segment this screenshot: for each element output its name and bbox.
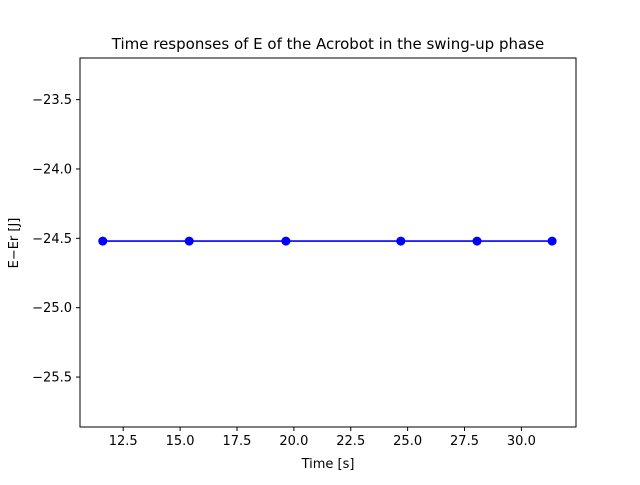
x-axis-label: Time [s]: [301, 457, 355, 472]
plot-frame: [79, 57, 577, 428]
data-point: [98, 236, 108, 246]
plot-series: [98, 236, 557, 246]
data-point: [547, 236, 557, 246]
y-tick-label: −23.5: [32, 93, 72, 108]
data-point: [281, 236, 291, 246]
x-tick-label: 15.0: [166, 434, 195, 449]
y-tick-label: −25.0: [32, 301, 72, 316]
x-tick-label: 12.5: [109, 434, 138, 449]
x-tick-label: 25.0: [393, 434, 422, 449]
x-tick-label: 22.5: [336, 434, 365, 449]
x-tick-label: 17.5: [223, 434, 252, 449]
data-point: [472, 236, 482, 246]
y-tick-label: −24.0: [32, 162, 72, 177]
y-axis-label: E−Er [J]: [7, 218, 22, 269]
x-axis: 12.5 15.0 17.5 20.0 22.5 25.0 27.5 30.0: [109, 427, 536, 449]
data-point: [396, 236, 406, 246]
y-tick-label: −25.5: [32, 371, 72, 386]
x-tick-label: 27.5: [450, 434, 479, 449]
x-tick-label: 30.0: [507, 434, 536, 449]
y-axis: −23.5 −24.0 −24.5 −25.0 −25.5: [32, 93, 80, 386]
y-tick-label: −24.5: [32, 232, 72, 247]
x-tick-label: 20.0: [279, 434, 308, 449]
chart-title: Time responses of E of the Acrobot in th…: [111, 35, 544, 53]
data-point: [184, 236, 194, 246]
